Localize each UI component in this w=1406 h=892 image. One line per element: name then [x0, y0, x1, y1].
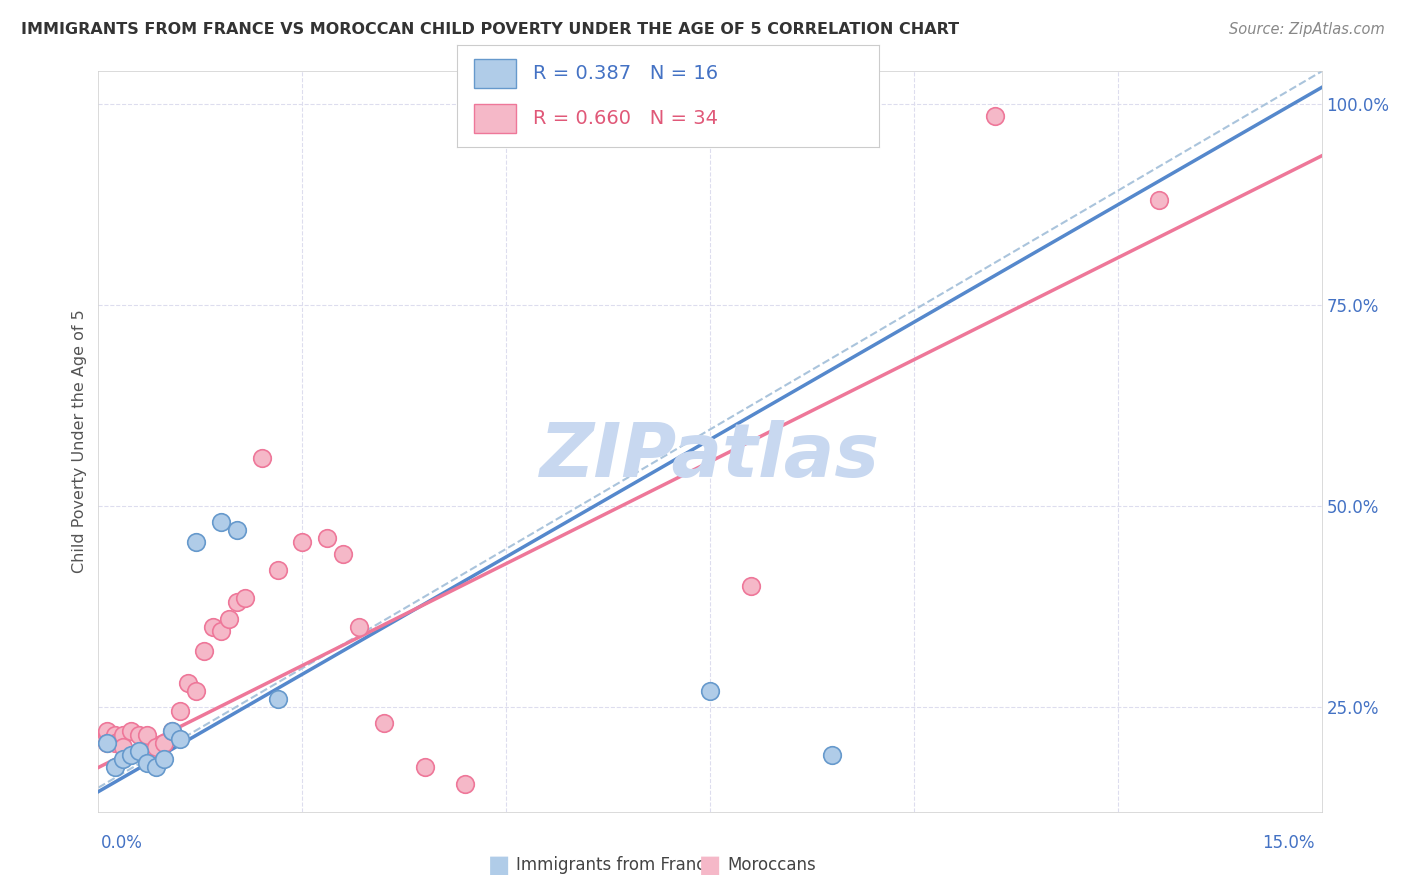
Text: R = 0.387   N = 16: R = 0.387 N = 16 — [533, 64, 718, 83]
Point — [209, 624, 232, 638]
Point — [152, 736, 174, 750]
Point — [136, 756, 159, 771]
Point — [145, 740, 167, 755]
Point — [128, 728, 150, 742]
Text: ZIPatlas: ZIPatlas — [540, 420, 880, 493]
Y-axis label: Child Poverty Under the Age of 5: Child Poverty Under the Age of 5 — [72, 310, 87, 574]
Point — [209, 515, 232, 529]
Point — [332, 547, 354, 561]
Point — [201, 619, 224, 633]
Point — [169, 704, 191, 718]
Point — [699, 684, 721, 698]
Point — [128, 744, 150, 758]
Point — [169, 732, 191, 747]
Point — [104, 728, 127, 742]
Point — [267, 563, 290, 577]
Text: Moroccans: Moroccans — [727, 856, 815, 874]
Point — [136, 728, 159, 742]
Point — [177, 676, 200, 690]
Text: R = 0.660   N = 34: R = 0.660 N = 34 — [533, 109, 718, 128]
Point — [145, 760, 167, 774]
FancyBboxPatch shape — [474, 59, 516, 87]
Point — [218, 611, 240, 625]
Point — [226, 595, 249, 609]
Point — [96, 736, 118, 750]
Point — [111, 740, 134, 755]
Point — [413, 760, 436, 774]
Point — [984, 109, 1007, 123]
Point — [186, 535, 208, 549]
Text: ■: ■ — [488, 854, 510, 877]
Text: Immigrants from France: Immigrants from France — [516, 856, 716, 874]
Point — [111, 752, 134, 766]
Point — [291, 535, 314, 549]
Point — [104, 736, 127, 750]
Point — [1147, 193, 1170, 207]
Point — [250, 450, 273, 465]
Text: Source: ZipAtlas.com: Source: ZipAtlas.com — [1229, 22, 1385, 37]
FancyBboxPatch shape — [474, 104, 516, 133]
Point — [454, 776, 477, 790]
Point — [111, 728, 134, 742]
Point — [226, 523, 249, 537]
Point — [152, 752, 174, 766]
Point — [120, 748, 142, 763]
Point — [233, 591, 256, 606]
Point — [186, 684, 208, 698]
Text: 15.0%: 15.0% — [1263, 834, 1315, 852]
Text: IMMIGRANTS FROM FRANCE VS MOROCCAN CHILD POVERTY UNDER THE AGE OF 5 CORRELATION : IMMIGRANTS FROM FRANCE VS MOROCCAN CHILD… — [21, 22, 959, 37]
Point — [104, 760, 127, 774]
Point — [349, 619, 371, 633]
Point — [267, 692, 290, 706]
Point — [740, 579, 762, 593]
Point — [315, 531, 337, 545]
Point — [96, 728, 118, 742]
Point — [96, 724, 118, 739]
Point — [373, 716, 395, 731]
Point — [120, 724, 142, 739]
Text: ■: ■ — [699, 854, 721, 877]
Point — [160, 724, 183, 739]
Point — [821, 748, 844, 763]
Point — [96, 736, 118, 750]
Text: 0.0%: 0.0% — [101, 834, 143, 852]
Point — [160, 724, 183, 739]
Point — [193, 644, 215, 658]
